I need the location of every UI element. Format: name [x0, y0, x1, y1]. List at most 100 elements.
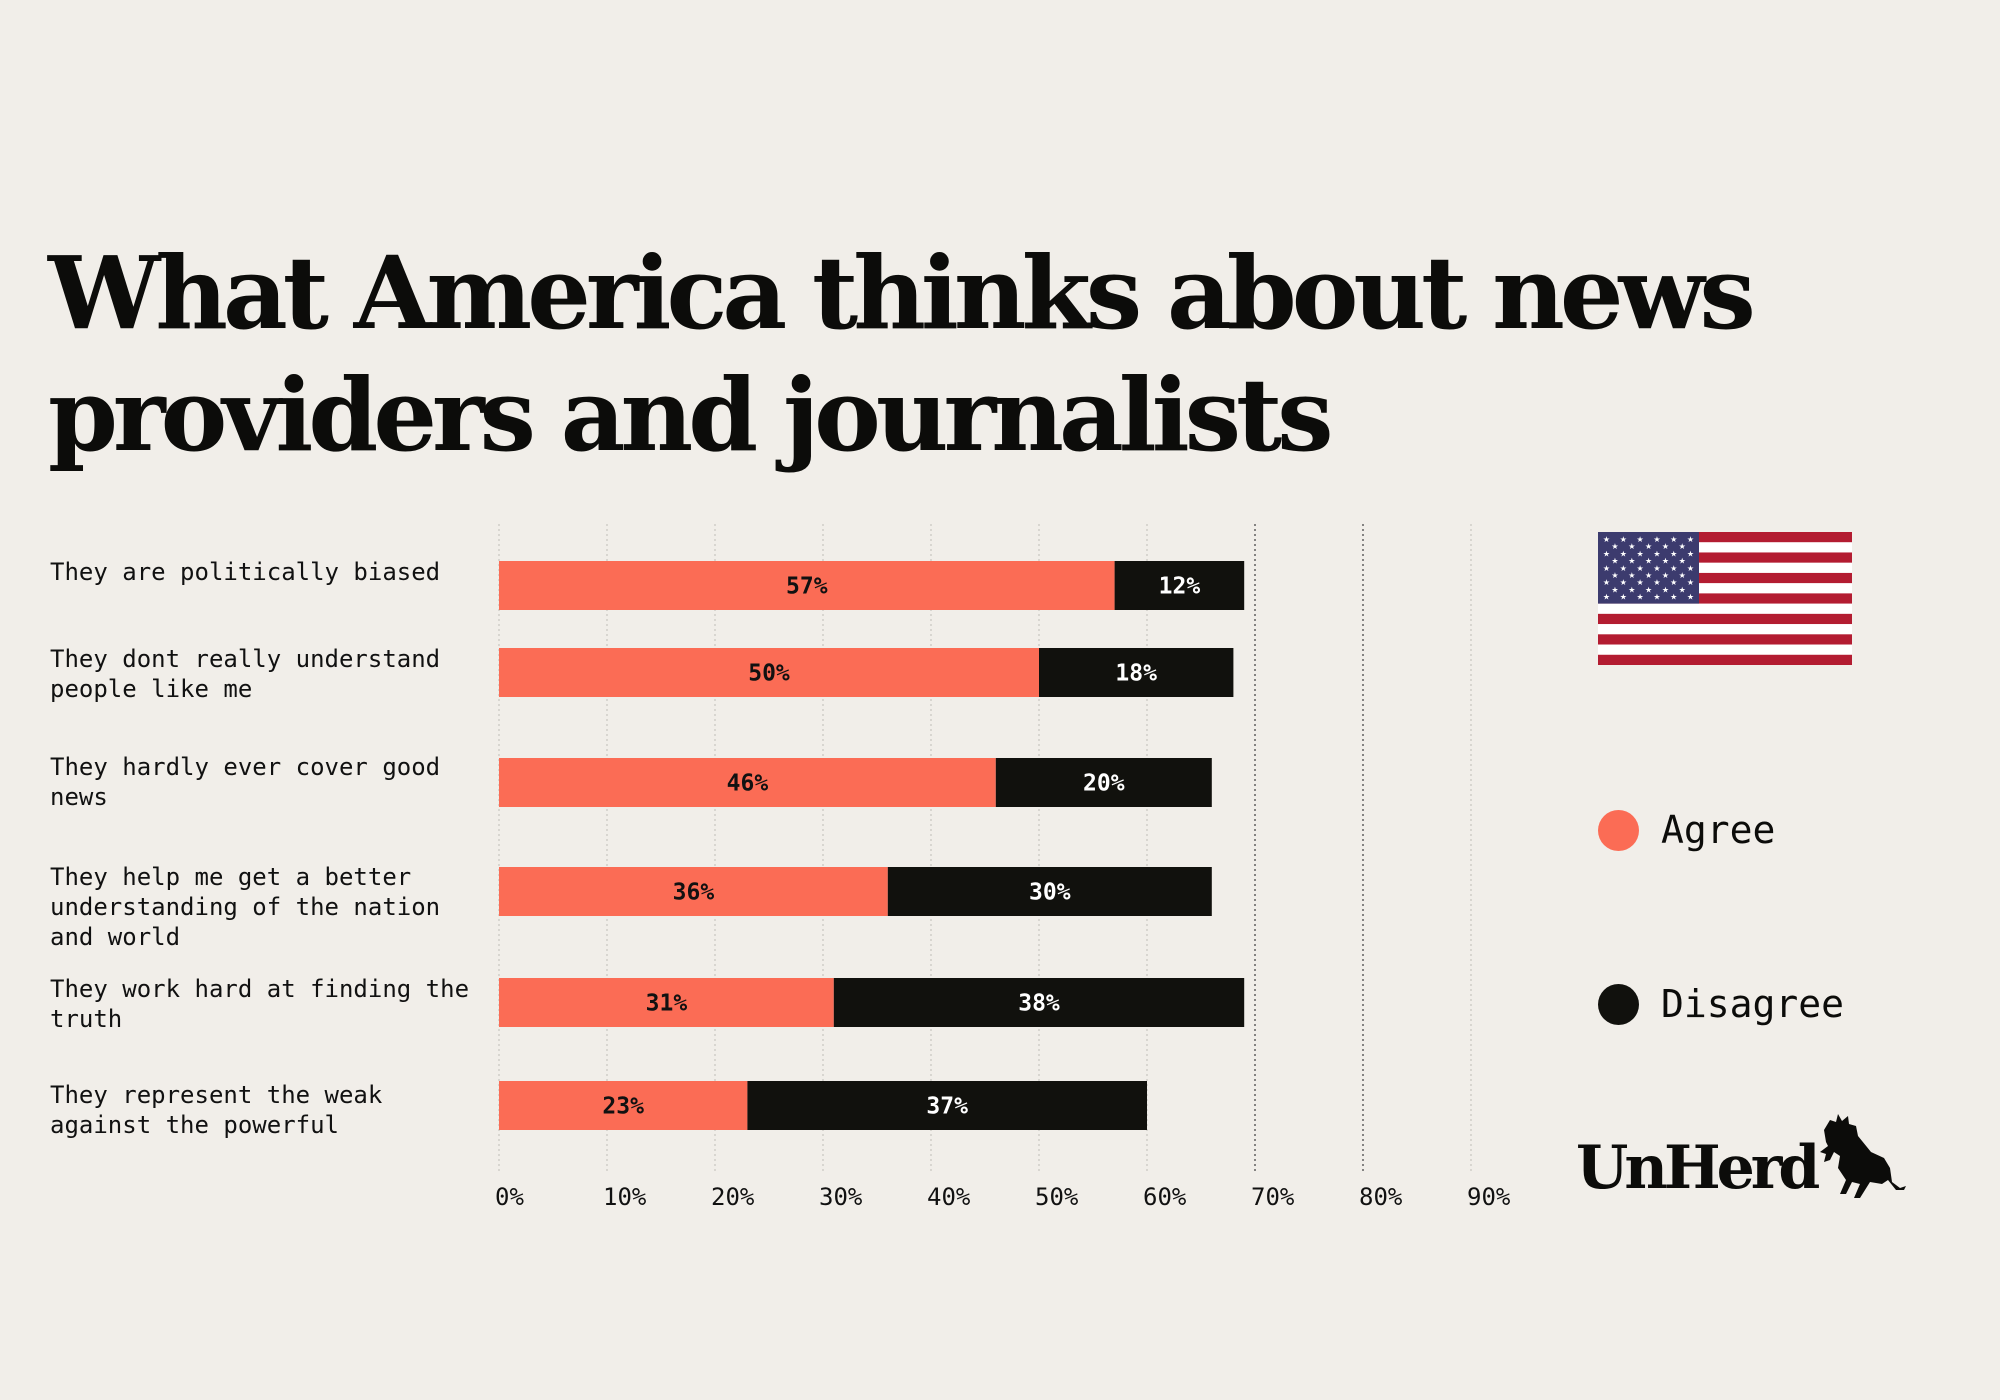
- svg-text:★: ★: [1637, 549, 1644, 558]
- svg-text:★: ★: [1620, 535, 1627, 544]
- svg-text:★: ★: [1662, 585, 1669, 594]
- x-tick-label: 20%: [711, 1183, 755, 1211]
- svg-text:★: ★: [1653, 564, 1660, 573]
- svg-text:★: ★: [1645, 585, 1652, 594]
- svg-text:★: ★: [1653, 549, 1660, 558]
- svg-text:★: ★: [1620, 549, 1627, 558]
- svg-text:★: ★: [1679, 542, 1686, 551]
- svg-text:★: ★: [1670, 549, 1677, 558]
- svg-text:★: ★: [1670, 593, 1677, 602]
- svg-text:★: ★: [1670, 535, 1677, 544]
- x-tick-label: 30%: [819, 1183, 863, 1211]
- svg-text:★: ★: [1628, 557, 1635, 566]
- agree-dot-icon: [1598, 809, 1639, 851]
- unherd-logo[interactable]: UnHerd: [1576, 1112, 1908, 1198]
- category-label-3: They hardly ever cover good news: [50, 753, 441, 811]
- bar-disagree-3: [995, 758, 1212, 807]
- bull-icon: [1820, 1114, 1907, 1198]
- svg-text:★: ★: [1653, 535, 1660, 544]
- svg-text:★: ★: [1637, 535, 1644, 544]
- bar-disagree-4: [887, 867, 1212, 916]
- svg-text:★: ★: [1637, 578, 1644, 587]
- svg-text:★: ★: [1679, 571, 1686, 580]
- bar-agree-3: [499, 758, 996, 807]
- data-label-agree-6: 23%: [602, 1094, 644, 1120]
- category-label-6: They represent the weak against the powe…: [50, 1081, 383, 1139]
- svg-text:★: ★: [1679, 557, 1686, 566]
- chart-title-line-2: providers and journalists: [48, 356, 1334, 474]
- data-label-disagree-2: 18%: [1115, 661, 1157, 687]
- svg-text:★: ★: [1645, 557, 1652, 566]
- data-label-disagree-4: 30%: [1029, 880, 1071, 906]
- svg-text:★: ★: [1611, 571, 1618, 580]
- category-label-1: They are politically biased: [50, 558, 441, 586]
- svg-text:★: ★: [1670, 564, 1677, 573]
- svg-text:★: ★: [1603, 564, 1610, 573]
- disagree-dot-icon: [1598, 983, 1639, 1025]
- logo-wordmark: UnHerd: [1576, 1133, 1820, 1203]
- svg-text:★: ★: [1687, 564, 1694, 573]
- svg-text:★: ★: [1620, 578, 1627, 587]
- data-label-agree-2: 50%: [748, 661, 790, 687]
- svg-text:★: ★: [1603, 593, 1610, 602]
- data-label-disagree-3: 20%: [1083, 771, 1125, 797]
- svg-text:★: ★: [1645, 542, 1652, 551]
- data-label-agree-4: 36%: [673, 880, 715, 906]
- x-tick-label: 50%: [1035, 1183, 1079, 1211]
- legend-label-agree: Agree: [1661, 808, 1776, 852]
- bar-disagree-6: [747, 1081, 1147, 1130]
- x-tick-label: 40%: [927, 1183, 971, 1211]
- data-label-agree-1: 57%: [786, 574, 828, 600]
- svg-text:★: ★: [1637, 593, 1644, 602]
- category-label-5: They work hard at finding the truth: [50, 975, 470, 1033]
- svg-text:★: ★: [1662, 571, 1669, 580]
- svg-text:★: ★: [1620, 593, 1627, 602]
- category-label-4: They help me get a better understanding …: [50, 863, 441, 951]
- legend-item-disagree: Disagree: [1598, 982, 1844, 1026]
- chart-title: What America thinks about news providers…: [48, 232, 1756, 476]
- svg-text:★: ★: [1662, 557, 1669, 566]
- svg-text:★: ★: [1645, 571, 1652, 580]
- chart-title-line-1: What America thinks about news: [48, 234, 1756, 352]
- svg-text:★: ★: [1670, 578, 1677, 587]
- x-tick-label: 10%: [603, 1183, 647, 1211]
- x-tick-label: 70%: [1251, 1183, 1295, 1211]
- x-tick-label: 80%: [1359, 1183, 1403, 1211]
- svg-text:★: ★: [1687, 578, 1694, 587]
- data-label-disagree-6: 37%: [926, 1094, 968, 1120]
- bar-agree-1: [499, 561, 1115, 610]
- bar-agree-5: [499, 978, 834, 1027]
- bar-disagree-5: [833, 978, 1245, 1027]
- bar-agree-4: [499, 867, 888, 916]
- legend-item-agree: Agree: [1598, 808, 1775, 852]
- bar-agree-6: [499, 1081, 748, 1130]
- svg-text:★: ★: [1628, 585, 1635, 594]
- legend-label-disagree: Disagree: [1661, 982, 1845, 1026]
- svg-text:★: ★: [1603, 578, 1610, 587]
- us-flag-icon: ★ ★ ★ ★ ★ ★★ ★ ★ ★ ★★ ★ ★ ★ ★ ★★ ★ ★ ★ ★★ ★ ★ ★ ★ ★★ ★ ★ ★ ★★ ★ ★ ★ ★ ★★…: [1598, 532, 1852, 665]
- svg-text:★: ★: [1611, 585, 1618, 594]
- svg-text:★: ★: [1603, 535, 1610, 544]
- svg-text:★: ★: [1679, 585, 1686, 594]
- svg-text:★: ★: [1628, 571, 1635, 580]
- svg-text:★: ★: [1653, 578, 1660, 587]
- svg-text:★: ★: [1687, 593, 1694, 602]
- svg-text:★: ★: [1687, 549, 1694, 558]
- svg-text:★: ★: [1611, 557, 1618, 566]
- bar-agree-2: [499, 648, 1039, 697]
- x-tick-label: 90%: [1467, 1183, 1511, 1211]
- bar-disagree-1: [1114, 561, 1245, 610]
- svg-text:★: ★: [1611, 542, 1618, 551]
- svg-text:★: ★: [1637, 564, 1644, 573]
- data-label-disagree-1: 12%: [1159, 574, 1201, 600]
- bar-disagree-2: [1039, 648, 1234, 697]
- x-tick-label: 0%: [495, 1183, 524, 1211]
- svg-text:★: ★: [1687, 535, 1694, 544]
- data-label-agree-3: 46%: [727, 771, 769, 797]
- category-label-2: They dont really understand people like …: [50, 645, 441, 703]
- x-tick-label: 60%: [1143, 1183, 1187, 1211]
- svg-text:★: ★: [1653, 593, 1660, 602]
- svg-text:★: ★: [1603, 549, 1610, 558]
- data-label-agree-5: 31%: [646, 991, 688, 1017]
